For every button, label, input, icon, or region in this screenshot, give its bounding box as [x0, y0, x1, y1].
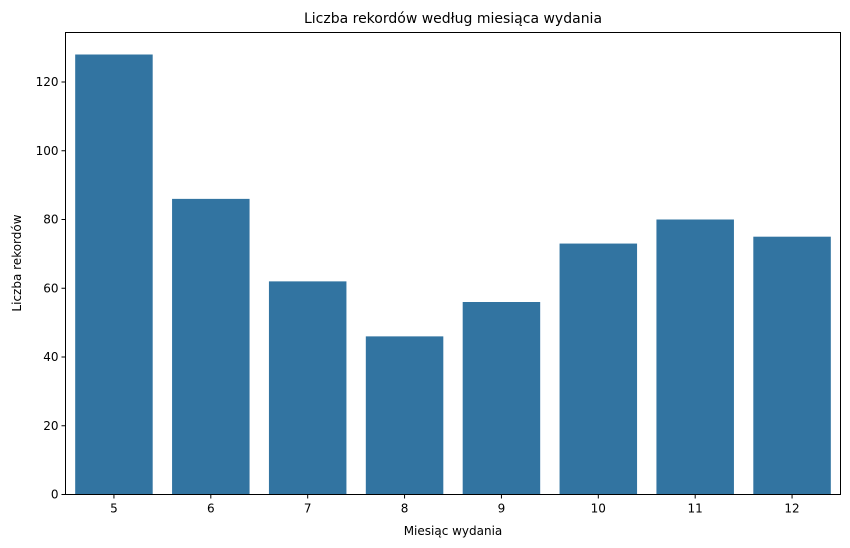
y-tick-label: 0	[51, 488, 59, 502]
y-axis-label: Liczba rekordów	[10, 214, 24, 311]
x-tick-label: 9	[498, 502, 506, 516]
x-axis-ticks: 5 6 7 8 9 10 11 12	[110, 494, 800, 516]
y-tick-label: 40	[43, 350, 58, 364]
x-tick-label: 8	[401, 502, 409, 516]
y-tick-label: 20	[43, 419, 58, 433]
chart-title: Liczba rekordów według miesiąca wydania	[304, 11, 602, 27]
y-tick-label: 80	[43, 213, 58, 227]
bar-month-5	[75, 54, 153, 495]
bar-month-9	[462, 302, 541, 495]
x-tick-label: 5	[110, 502, 118, 516]
x-axis-label: Miesiąc wydania	[404, 524, 503, 538]
x-tick-label: 11	[688, 502, 703, 516]
x-tick-label: 7	[304, 502, 312, 516]
bars-group	[75, 54, 831, 495]
y-tick-label: 120	[36, 75, 59, 89]
bar-month-10	[559, 243, 638, 495]
plot-frame	[65, 32, 841, 495]
bar-month-11	[656, 219, 734, 495]
x-tick-label: 10	[591, 502, 606, 516]
bar-month-12	[753, 236, 831, 495]
x-tick-label: 6	[207, 502, 215, 516]
y-tick-label: 100	[36, 144, 59, 158]
y-tick-label: 60	[43, 281, 58, 295]
y-axis-ticks: 0 20 40 60 80 100 120	[36, 75, 66, 502]
bar-month-8	[365, 336, 444, 495]
x-tick-label: 12	[784, 502, 799, 516]
bar-month-6	[172, 198, 250, 495]
bar-month-7	[268, 281, 347, 495]
